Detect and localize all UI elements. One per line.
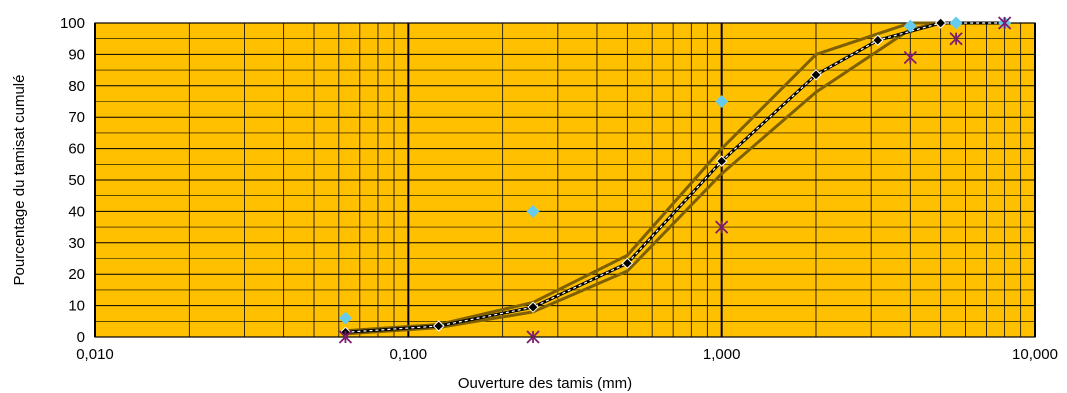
curve-point <box>432 320 445 332</box>
purple-star-point <box>997 16 1012 30</box>
cyan-diamond-point <box>715 95 729 108</box>
x-tick-label: 0,010 <box>76 346 114 363</box>
y-tick-label: 30 <box>68 235 85 252</box>
y-axis-tick-labels: 0 10 20 30 40 50 60 70 80 90 100 <box>60 15 85 346</box>
y-tick-label: 80 <box>68 78 85 95</box>
curve-point <box>715 155 728 167</box>
envelope-line <box>345 21 1005 333</box>
data-markers <box>338 16 1012 344</box>
cyan-diamond-point <box>903 19 917 33</box>
x-tick-label: 10,000 <box>1012 346 1058 363</box>
cyan-diamond-point <box>526 204 540 218</box>
x-axis-title: Ouverture des tamis (mm) <box>458 375 632 392</box>
purple-star-point <box>949 32 963 46</box>
purple-star-point <box>338 330 353 344</box>
y-axis-title: Pourcentage du tamisat cumulé <box>11 75 28 286</box>
cyan-diamond-point <box>338 311 352 325</box>
curve-point <box>527 301 539 313</box>
grid-lines <box>94 22 1036 338</box>
x-tick-label: 0,100 <box>390 346 428 363</box>
curve-point <box>872 34 884 46</box>
y-tick-label: 60 <box>68 141 85 158</box>
cyan-diamond-point <box>949 16 963 30</box>
y-tick-label: 20 <box>68 266 85 283</box>
y-tick-label: 100 <box>60 15 85 32</box>
y-tick-label: 90 <box>68 46 85 63</box>
curve-point <box>621 257 634 269</box>
purple-star-point <box>715 220 729 234</box>
curve-point <box>934 17 947 29</box>
x-tick-label: 1,000 <box>703 346 741 363</box>
y-tick-label: 40 <box>68 203 85 220</box>
y-tick-label: 70 <box>68 109 85 126</box>
grading-curve <box>339 17 1011 338</box>
y-tick-label: 10 <box>68 298 85 315</box>
y-tick-label: 50 <box>68 172 85 189</box>
y-tick-label: 0 <box>77 329 85 346</box>
purple-star-point <box>526 330 540 344</box>
purple-star-point <box>903 50 917 65</box>
x-axis-tick-labels: 0,010 0,100 1,000 10,000 <box>76 346 1058 363</box>
curve-point <box>810 69 822 81</box>
plot-border <box>94 22 1036 338</box>
